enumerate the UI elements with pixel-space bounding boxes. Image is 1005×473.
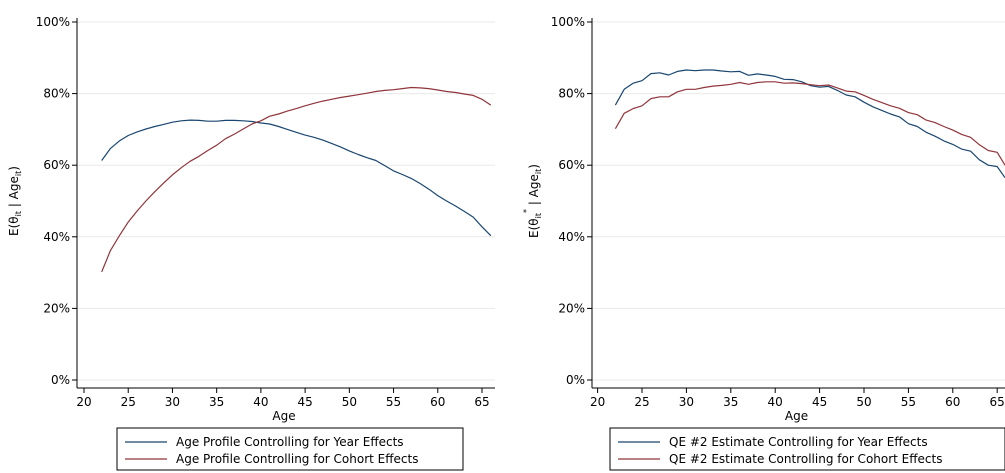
y-axis-label-part: it: [534, 213, 543, 218]
y-tick-label: 60%: [43, 158, 70, 172]
x-tick-label: 45: [297, 395, 312, 409]
x-axis-label: Age: [272, 409, 295, 423]
y-tick-label: 0%: [566, 373, 585, 387]
x-tick-label: 65: [990, 395, 1005, 409]
y-axis-label: E(θit | Ageit): [7, 166, 23, 236]
y-axis-label: E(θit* | Ageit): [522, 164, 543, 238]
legend-box: [116, 427, 464, 471]
y-axis-label-part: it: [14, 211, 23, 216]
legend-label: QE #2 Estimate Controlling for Year Effe…: [669, 435, 928, 449]
x-tick-label: 50: [342, 395, 357, 409]
legend: Age Profile Controlling for Year Effects…: [116, 427, 464, 471]
series-line-year-effects: [101, 119, 492, 237]
chart-panel-1: 0% 20% 40% 60% 80% 100% 20 25 30 35 40 45 50 55 60 65 Ag…: [7, 15, 495, 471]
y-tick-label: 60%: [558, 158, 585, 172]
legend-label: Age Profile Controlling for Cohort Effec…: [176, 452, 418, 466]
x-tick-label: 35: [209, 395, 224, 409]
series-line-cohort-effects: [101, 86, 492, 273]
legend-box: [609, 427, 1005, 471]
y-tick-label: 20%: [43, 301, 70, 315]
x-tick-label: 25: [634, 395, 649, 409]
y-tick-label: 80%: [43, 87, 70, 101]
y-axis-label-part: E(θ: [7, 216, 21, 236]
x-tick-label: 60: [430, 395, 445, 409]
x-tick-label: 20: [76, 395, 91, 409]
x-tick-label: 20: [590, 395, 605, 409]
y-axis-label-part: | Age: [7, 176, 21, 211]
x-tick-label: 50: [856, 395, 871, 409]
y-tick-label: 100%: [36, 15, 70, 29]
x-tick-label: 30: [165, 395, 180, 409]
legend-label: Age Profile Controlling for Year Effects: [176, 435, 404, 449]
y-tick-label: 20%: [558, 301, 585, 315]
legend-label: QE #2 Estimate Controlling for Cohort Ef…: [669, 452, 942, 466]
y-tick-label: 40%: [558, 230, 585, 244]
x-tick-label: 45: [812, 395, 827, 409]
x-tick-label: 55: [901, 395, 916, 409]
x-tick-label: 40: [253, 395, 268, 409]
chart-panel-2: 0% 20% 40% 60% 80% 100% 20 25 30 35 40 45 50 55 60 65 Ag…: [522, 15, 1005, 471]
y-axis-label-part: | Age: [527, 174, 541, 209]
y-axis-label-part: ): [7, 166, 21, 171]
y-tick-label: 100%: [551, 15, 585, 29]
series-line-year-effects: [614, 69, 1005, 179]
y-axis-label-part: ): [527, 164, 541, 169]
x-tick-label: 65: [474, 395, 489, 409]
x-tick-label: 35: [723, 395, 738, 409]
x-tick-label: 30: [679, 395, 694, 409]
y-axis-label-part: it: [14, 171, 23, 176]
x-tick-label: 60: [945, 395, 960, 409]
y-axis-label-part: *: [522, 209, 531, 213]
y-tick-label: 0%: [51, 373, 70, 387]
x-tick-label: 55: [386, 395, 401, 409]
x-tick-label: 25: [121, 395, 136, 409]
y-axis-label-part: E(θ: [527, 218, 541, 238]
legend: QE #2 Estimate Controlling for Year Effe…: [609, 427, 1005, 471]
series-line-cohort-effects: [614, 81, 1005, 166]
y-tick-label: 40%: [43, 230, 70, 244]
x-tick-label: 40: [768, 395, 783, 409]
y-tick-label: 80%: [558, 87, 585, 101]
y-axis-label-part: it: [534, 169, 543, 174]
x-axis-label: Age: [785, 409, 808, 423]
